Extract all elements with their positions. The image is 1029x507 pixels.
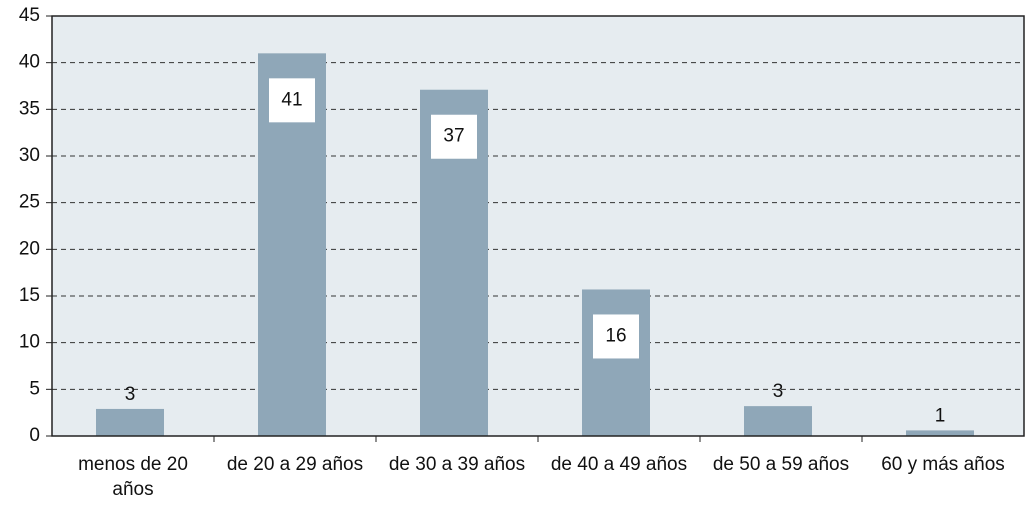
data-label: 3 xyxy=(773,381,784,402)
y-tick-label: 30 xyxy=(19,145,40,166)
label-box xyxy=(593,314,639,359)
plot-border xyxy=(51,15,1025,437)
x-tick-label: de 40 a 49 años xyxy=(550,454,688,475)
y-tick-label: 10 xyxy=(19,332,40,353)
bar xyxy=(744,406,812,436)
y-tick-label: 5 xyxy=(29,378,40,399)
y-tick-label: 40 xyxy=(19,52,40,73)
x-tick-label: de 30 a 39 años xyxy=(388,454,526,475)
bar xyxy=(906,430,974,436)
x-tick-label: menos de 20 años xyxy=(78,454,188,500)
data-label: 16 xyxy=(605,325,626,346)
y-tick-label: 20 xyxy=(19,238,40,259)
y-tick-label: 0 xyxy=(29,425,40,446)
x-tick-label: de 50 a 59 años xyxy=(712,454,850,475)
bar xyxy=(96,408,164,436)
y-tick-label: 25 xyxy=(19,192,40,213)
label-box xyxy=(431,114,477,159)
data-label: 1 xyxy=(935,405,946,426)
y-tick-label: 15 xyxy=(19,285,40,306)
x-tick-label: de 20 a 29 años xyxy=(226,454,364,475)
data-label: 3 xyxy=(125,384,136,405)
x-tick-label: 60 y más años xyxy=(881,454,1005,475)
label-box xyxy=(269,78,315,123)
data-label: 37 xyxy=(443,126,464,147)
data-label: 41 xyxy=(281,89,302,110)
y-tick-label: 35 xyxy=(19,98,40,119)
bar xyxy=(582,289,650,436)
y-tick-label: 45 xyxy=(19,5,40,26)
plot-area xyxy=(52,16,1024,436)
